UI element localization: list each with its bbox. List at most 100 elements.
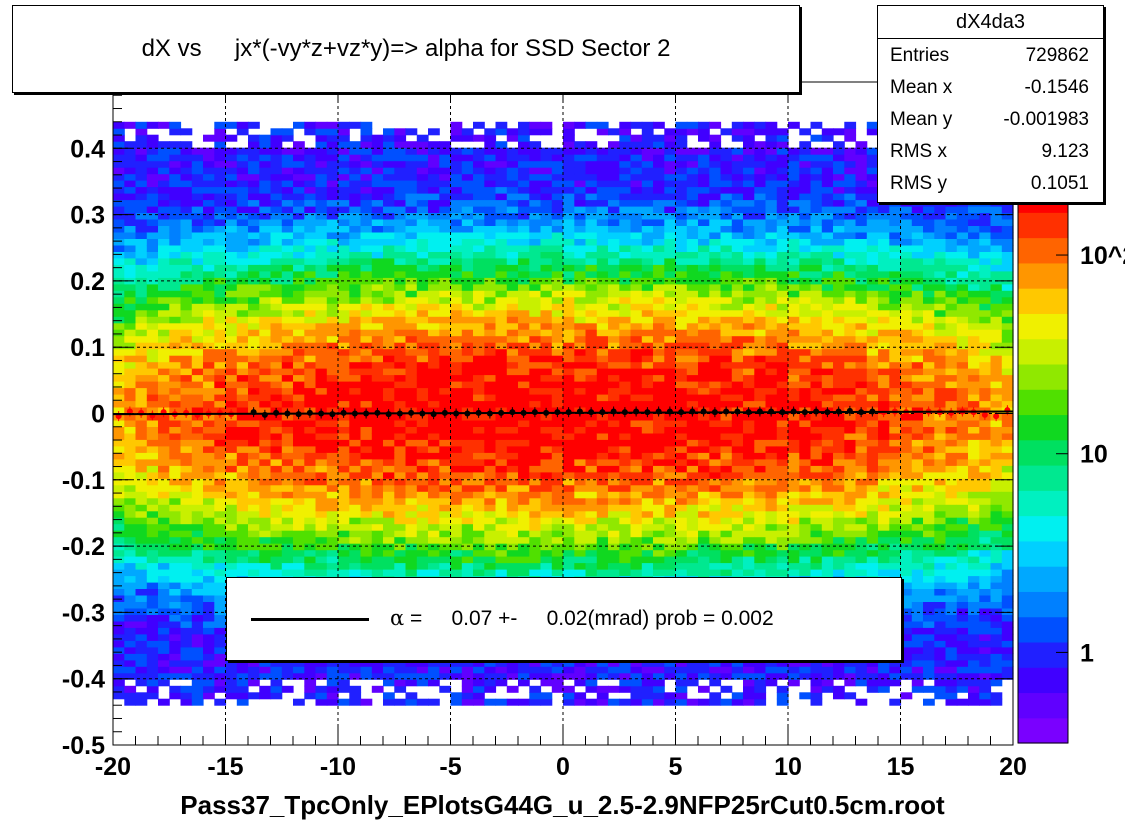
heatmap-cell: [619, 381, 632, 389]
heatmap-cell: [653, 257, 665, 265]
heatmap-cell: [416, 361, 429, 369]
heatmap-cell: [405, 303, 418, 311]
heatmap-cell: [608, 147, 620, 155]
heatmap-cell: [338, 549, 350, 557]
heatmap-cell: [405, 251, 418, 259]
heatmap-cell: [641, 134, 654, 142]
heatmap-cell: [653, 536, 665, 544]
heatmap-cell: [135, 646, 148, 654]
heatmap-cell: [563, 452, 575, 460]
heatmap-cell: [675, 290, 688, 298]
heatmap-cell: [518, 432, 530, 440]
heatmap-cell: [698, 361, 710, 369]
heatmap-cell: [630, 381, 643, 389]
heatmap-cell: [619, 245, 632, 252]
heatmap-cell: [506, 290, 519, 298]
heatmap-cell: [450, 342, 463, 350]
heatmap-cell: [146, 147, 159, 155]
heatmap-cell: [439, 465, 452, 473]
heatmap-cell: [439, 232, 452, 239]
heatmap-cell: [225, 556, 238, 564]
heatmap-cell: [653, 465, 665, 473]
heatmap-cell: [203, 672, 215, 680]
heatmap-cell: [371, 212, 384, 220]
heatmap-cell: [225, 322, 238, 330]
heatmap-cell: [113, 549, 125, 557]
heatmap-cell: [675, 355, 688, 363]
heatmap-cell: [484, 510, 497, 518]
heatmap-cell: [259, 497, 272, 505]
heatmap-cell: [180, 180, 193, 188]
heatmap-cell: [304, 497, 317, 505]
heatmap-cell: [214, 685, 227, 693]
heatmap-cell: [214, 232, 227, 239]
heatmap-cell: [113, 225, 125, 233]
heatmap-cell: [315, 264, 328, 272]
heatmap-cell: [270, 141, 283, 149]
heatmap-cell: [146, 400, 159, 408]
heatmap-cell: [371, 530, 384, 538]
heatmap-cell: [214, 536, 227, 544]
heatmap-cell: [484, 394, 497, 402]
heatmap-cell: [675, 698, 688, 706]
heatmap-cell: [203, 154, 215, 162]
heatmap-cell: [529, 245, 542, 252]
heatmap-cell: [709, 432, 722, 440]
heatmap-cell: [653, 329, 665, 337]
heatmap-cell: [518, 536, 530, 544]
heatmap-cell: [686, 562, 699, 570]
heatmap-cell: [529, 283, 542, 291]
heatmap-cell: [191, 588, 204, 596]
heatmap-cell: [743, 394, 755, 402]
heatmap-cell: [563, 329, 575, 337]
heatmap-cell: [248, 458, 260, 466]
heatmap-cell: [315, 666, 328, 674]
heatmap-cell: [731, 556, 744, 564]
heatmap-cell: [529, 173, 542, 181]
heatmap-cell: [371, 134, 384, 142]
heatmap-cell: [619, 193, 632, 201]
heatmap-cell: [529, 251, 542, 259]
heatmap-cell: [686, 199, 699, 207]
heatmap-cell: [428, 445, 440, 453]
heatmap-cell: [304, 426, 317, 434]
heatmap-cell: [506, 420, 519, 427]
heatmap-cell: [338, 491, 350, 499]
heatmap-cell: [574, 264, 587, 272]
heatmap-cell: [518, 355, 530, 363]
heatmap-cell: [360, 504, 373, 512]
heatmap-cell: [113, 342, 125, 350]
heatmap-cell: [259, 543, 272, 551]
heatmap-cell: [225, 180, 238, 188]
heatmap-cell: [416, 167, 429, 175]
heatmap-cell: [574, 381, 587, 389]
heatmap-cell: [473, 536, 485, 544]
heatmap-cell: [259, 458, 272, 466]
heatmap-cell: [495, 322, 508, 330]
heatmap-cell: [349, 504, 362, 512]
heatmap-cell: [731, 212, 744, 220]
heatmap-cell: [225, 329, 238, 337]
heatmap-cell: [236, 530, 249, 538]
heatmap-cell: [473, 543, 485, 551]
heatmap-cell: [585, 147, 598, 155]
heatmap-cell: [709, 381, 722, 389]
heatmap-cell: [326, 212, 339, 220]
heatmap-cell: [146, 134, 159, 142]
heatmap-cell: [461, 465, 474, 473]
heatmap-cell: [360, 445, 373, 453]
heatmap-cell: [236, 296, 249, 304]
heatmap-cell: [461, 316, 474, 324]
heatmap-cell: [146, 608, 159, 615]
heatmap-cell: [731, 432, 744, 440]
heatmap-cell: [473, 374, 485, 382]
heatmap-cell: [236, 445, 249, 453]
heatmap-cell: [326, 504, 339, 512]
heatmap-cell: [113, 303, 125, 311]
heatmap-cell: [326, 543, 339, 551]
heatmap-cell: [653, 381, 665, 389]
heatmap-cell: [596, 685, 609, 693]
heatmap-cell: [630, 698, 643, 706]
heatmap-cell: [428, 186, 440, 194]
heatmap-cell: [383, 569, 395, 577]
